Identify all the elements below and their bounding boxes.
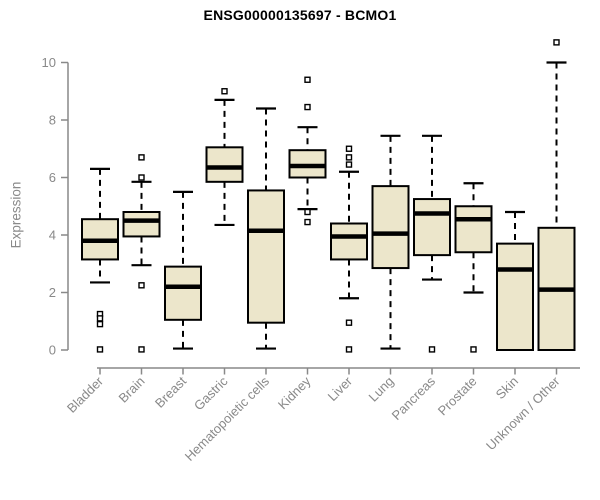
x-tick-label-unknown-other: Unknown / Other [483,373,563,453]
outlier-point-brain [138,174,145,181]
x-tick-label-lung: Lung [366,374,397,405]
outlier-point-liver [345,346,353,353]
y-tick-label: 0 [49,343,56,358]
outlier-point-kidney [304,76,311,83]
x-tick-label-brain: Brain [116,374,148,406]
outlier-point-unknown-other [553,39,560,46]
box-skin [496,242,534,351]
box-hematopoietic-cells [247,189,285,324]
x-tick-label-liver: Liver [325,373,356,404]
y-tick-label: 8 [49,113,56,128]
outlier-point-bladder [96,346,104,353]
x-tick-label-breast: Breast [152,373,189,410]
y-tick-label: 10 [42,55,56,70]
outlier-point-liver [345,319,353,326]
x-tick-label-gastric: Gastric [191,373,231,413]
outlier-point-brain [138,282,145,289]
x-tick-label-pancreas: Pancreas [389,373,439,423]
outlier-point-liver [345,154,353,161]
y-tick-label: 6 [49,170,56,185]
outlier-point-kidney [304,218,311,226]
box-lung [371,185,410,270]
outlier-point-kidney [304,103,311,111]
outlier-point-brain [138,154,145,161]
y-tick-label: 4 [49,228,56,243]
x-tick-label-kidney: Kidney [275,373,314,412]
box-breast [164,265,202,321]
box-pancreas [413,198,451,257]
outlier-point-pancreas [428,346,436,353]
outlier-point-bladder [96,315,104,322]
box-prostate [454,205,493,254]
outlier-point-prostate [470,346,477,353]
chart-title: ENSG00000135697 - BCMO1 [203,7,397,23]
outlier-point-bladder [96,320,104,328]
y-tick-label: 2 [49,285,56,300]
box-liver [330,222,368,261]
outlier-point-kidney [304,208,311,216]
outlier-point-gastric [221,88,228,95]
outlier-point-liver [345,145,353,152]
outlier-point-brain [138,346,145,353]
x-tick-label-prostate: Prostate [435,374,480,419]
box-gastric [205,146,244,183]
x-tick-label-bladder: Bladder [64,373,107,416]
box-brain [122,211,161,238]
x-tick-label-skin: Skin [493,374,521,402]
outlier-point-liver [345,161,353,168]
